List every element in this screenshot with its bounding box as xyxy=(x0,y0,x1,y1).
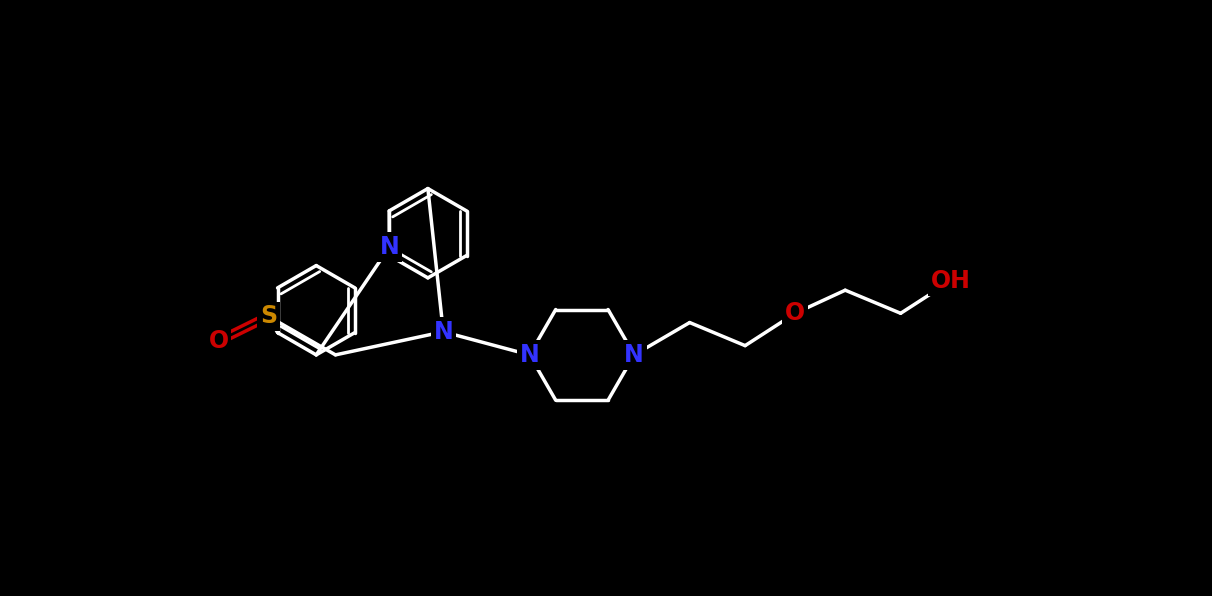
Text: N: N xyxy=(379,235,399,259)
Text: O: O xyxy=(208,329,229,353)
Text: O: O xyxy=(785,302,805,325)
Text: OH: OH xyxy=(931,269,971,293)
Text: N: N xyxy=(434,320,453,344)
Text: N: N xyxy=(520,343,539,367)
Text: S: S xyxy=(259,305,278,328)
Text: N: N xyxy=(624,343,644,367)
